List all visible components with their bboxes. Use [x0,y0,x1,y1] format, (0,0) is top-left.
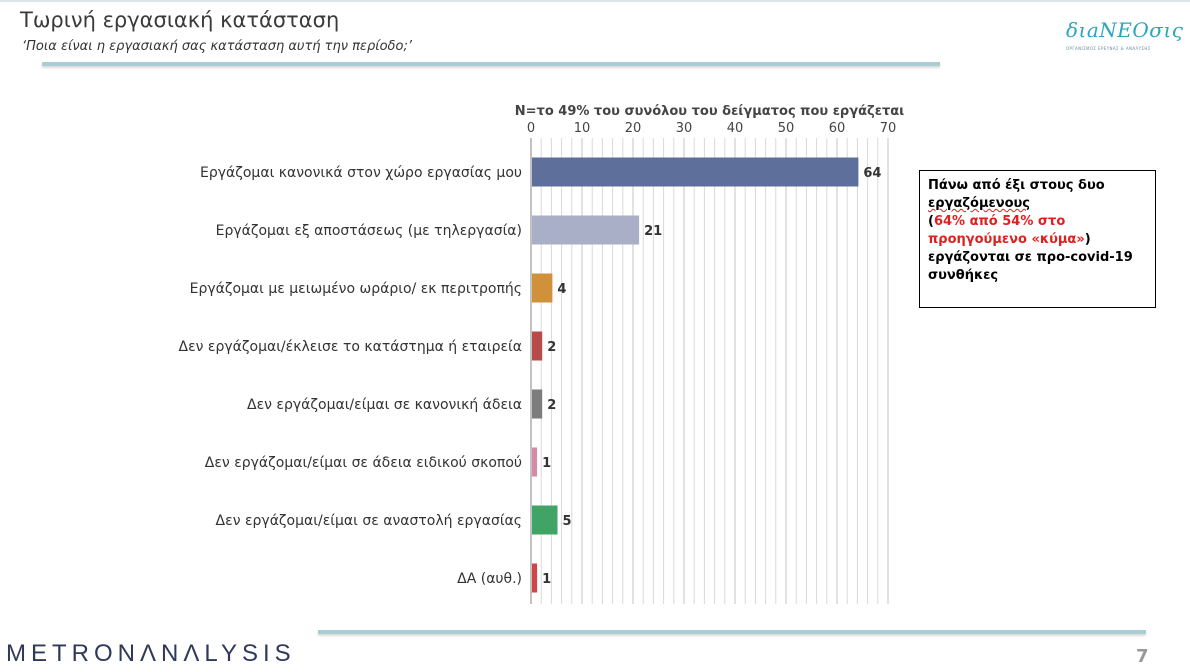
x-tick-label: 10 [574,121,591,136]
top-edge-line [0,0,1190,2]
bar [532,157,859,187]
note-paren-open: ( [928,214,934,229]
data-label: 2 [547,340,556,355]
callout-note: Πάνω από έξι στους δυο εργαζόμενους (64%… [919,170,1156,308]
dianeosis-logo-subtitle: ΟΡΓΑΝΙΣΜΟΣ ΕΡΕΥΝΑΣ & ΑΝΑΛΥΣΗΣ [1066,46,1151,51]
footer-divider [318,630,1146,634]
bar [532,563,538,593]
page-title: Τωρινή εργασιακή κατάσταση [20,8,340,32]
data-label: 64 [863,166,881,181]
data-label: 2 [547,398,556,413]
chart-title: Ν=το 49% του συνόλου του δείγματος που ε… [515,104,905,119]
x-tick-label: 70 [880,121,897,136]
category-label: Εργάζομαι με μειωμένο ωράριο/ εκ περιτρο… [190,281,522,297]
bar [532,273,553,303]
bar [532,505,558,535]
x-tick-label: 40 [727,121,744,136]
category-label: Δεν εργάζομαι/είμαι σε αναστολή εργασίας [216,513,522,529]
note-highlight: 64% από 54% στο προηγούμενο «κύμα» [928,214,1085,247]
bar [532,215,640,245]
x-tick-label: 50 [778,121,795,136]
header-divider [42,62,940,66]
x-tick-label: 0 [527,121,535,136]
page-subtitle: ‘Ποια είναι η εργασιακή σας κατάσταση αυ… [22,39,412,54]
note-line3: εργάζονται σε προ-covid-19 συνθήκες [928,250,1133,283]
category-label: Εργάζομαι κανονικά στον χώρο εργασίας μο… [200,165,522,181]
metron-analysis-logo: METRONΛNΛLYSIS [6,640,296,667]
category-label: Εργάζομαι εξ αποστάσεως (με τηλεργασία) [216,223,522,239]
data-label: 1 [542,572,551,587]
note-line1: Πάνω από έξι στους δυο [928,178,1105,193]
bar [532,331,543,361]
category-label: Δεν εργάζομαι/είμαι σε κανονική άδεια [247,397,522,413]
data-label: 1 [542,456,551,471]
data-label: 5 [563,514,572,529]
label-crop-mask [0,150,157,590]
x-tick-label: 20 [625,121,642,136]
x-tick-label: 60 [829,121,846,136]
note-line1b: εργαζόμενους [928,196,1031,211]
data-label: 21 [644,224,662,239]
note-paren-close: ) [1084,232,1091,247]
bar [532,447,538,477]
data-label: 4 [557,282,566,297]
category-label: Δεν εργάζομαι/είμαι σε άδεια ειδικού σκο… [205,455,522,471]
bar [532,389,543,419]
category-label: ΔΑ (αυθ.) [457,571,522,587]
x-tick-label: 30 [676,121,693,136]
page-number: 7 [1136,646,1149,667]
category-label: Δεν εργάζομαι/έκλεισε το κατάστημα ή ετα… [179,339,523,355]
dianeosis-logo: διaNEOσις [1066,18,1184,42]
